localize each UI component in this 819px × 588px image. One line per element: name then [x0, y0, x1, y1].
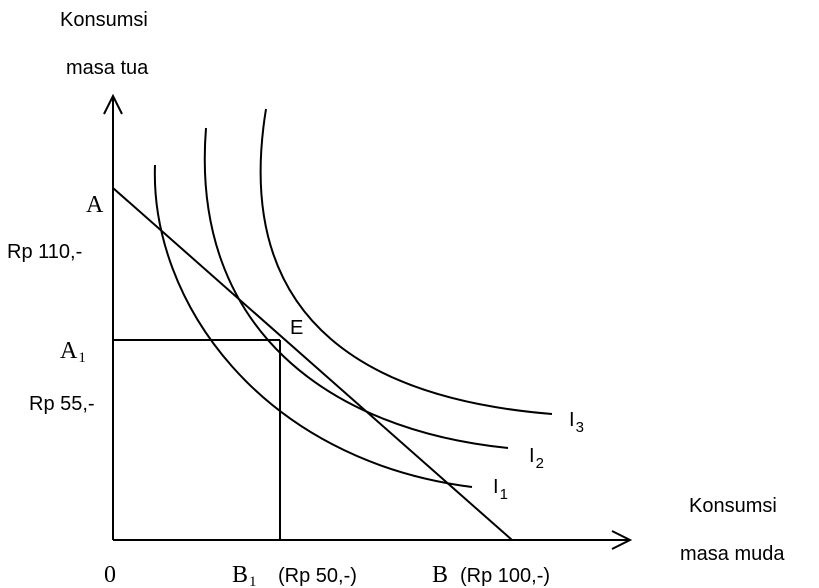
point-label-b: B [432, 562, 448, 588]
indifference-curve-i1 [153, 164, 473, 488]
y-axis-label-line2: masa tua [66, 57, 149, 79]
budget-line [112, 187, 513, 541]
point-label-a: A [86, 192, 104, 218]
x-axis-arrowhead [611, 530, 633, 550]
point-label-a1: A1 [60, 338, 86, 366]
y-axis-label-line1: Konsumsi [60, 9, 148, 31]
indifference-curve-i3 [259, 108, 553, 415]
value-label-rp-110: Rp 110,- [7, 241, 82, 263]
value-label-rp-50: (Rp 50,-) [278, 565, 357, 587]
x-axis-label-line1: Konsumsi [689, 495, 777, 517]
y-axis-arrowhead [103, 93, 123, 115]
x-axis-label-line2: masa muda [680, 543, 785, 565]
value-label-rp-55: Rp 55,- [29, 393, 95, 415]
origin-label: 0 [104, 562, 116, 588]
curve-label-i1: I1 [493, 476, 508, 503]
curve-label-i3: I3 [569, 409, 584, 436]
value-label-rp-100: (Rp 100,-) [460, 565, 550, 587]
point-label-e: E [290, 317, 303, 339]
curve-label-i2: I2 [529, 445, 544, 472]
indifference-curve-i2 [203, 127, 509, 449]
point-label-b1: B1 [232, 562, 257, 588]
